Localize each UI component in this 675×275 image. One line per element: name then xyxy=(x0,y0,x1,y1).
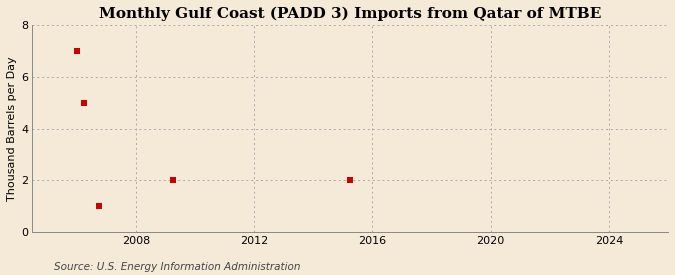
Point xyxy=(79,101,90,105)
Point xyxy=(72,49,82,53)
Y-axis label: Thousand Barrels per Day: Thousand Barrels per Day xyxy=(7,56,17,201)
Point xyxy=(167,178,178,182)
Text: Source: U.S. Energy Information Administration: Source: U.S. Energy Information Administ… xyxy=(54,262,300,272)
Title: Monthly Gulf Coast (PADD 3) Imports from Qatar of MTBE: Monthly Gulf Coast (PADD 3) Imports from… xyxy=(99,7,601,21)
Point xyxy=(345,178,356,182)
Point xyxy=(94,204,105,208)
